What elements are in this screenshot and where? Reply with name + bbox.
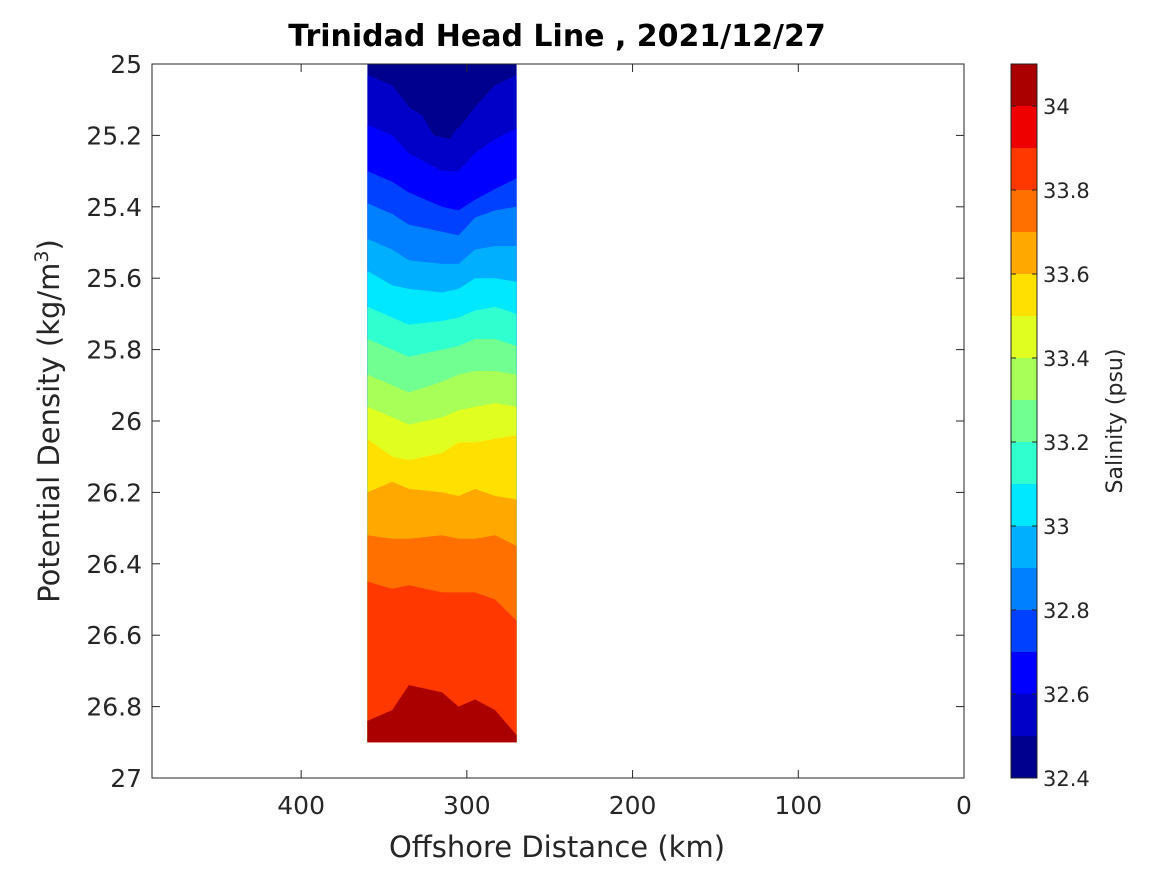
colorbar-swatch <box>1011 610 1037 652</box>
x-tick-label: 0 <box>956 791 972 820</box>
x-tick-label: 300 <box>443 791 491 820</box>
y-tick-label: 25.2 <box>86 121 142 150</box>
y-tick-label: 26.4 <box>86 550 142 579</box>
colorbar-swatch <box>1011 64 1037 106</box>
contour-band-max <box>367 685 517 743</box>
colorbar-label: Salinity (psu) <box>1103 349 1128 494</box>
contour-fill <box>367 64 517 743</box>
x-tick-label: 100 <box>774 791 822 820</box>
y-tick-label: 25.4 <box>86 193 142 222</box>
colorbar-swatches <box>1011 64 1037 778</box>
contour-core-min <box>408 64 474 139</box>
y-axis-label: Potential Density (kg/m3) <box>31 239 66 603</box>
colorbar: 32.4 32.6 32.8 33 33.2 33.4 33.6 33.8 34 <box>1010 63 1090 791</box>
x-tick-label: 200 <box>609 791 657 820</box>
y-tick-label: 26.8 <box>86 693 142 722</box>
colorbar-swatch <box>1011 106 1037 148</box>
y-tick-label: 25 <box>110 50 142 79</box>
colorbar-swatch <box>1011 526 1037 568</box>
axes-background <box>152 64 964 778</box>
colorbar-swatch <box>1011 274 1037 316</box>
colorbar-swatch <box>1011 358 1037 400</box>
y-tick-label: 26.2 <box>86 478 142 507</box>
colorbar-tick-label: 32.6 <box>1043 683 1090 707</box>
chart-title: Trinidad Head Line , 2021/12/27 <box>288 19 825 54</box>
colorbar-swatch <box>1011 442 1037 484</box>
y-axis: 25 25.2 25.4 25.6 25.8 26 26.2 26.4 26.6 26.8 27 <box>86 50 964 793</box>
colorbar-swatch <box>1011 232 1037 274</box>
colorbar-box <box>1010 63 1038 779</box>
y-tick-label: 25.8 <box>86 336 142 365</box>
colorbar-swatch <box>1011 400 1037 442</box>
colorbar-swatch <box>1011 736 1037 778</box>
y-tick-label: 27 <box>110 764 142 793</box>
colorbar-swatch <box>1011 484 1037 526</box>
colorbar-tick-label: 34 <box>1043 95 1070 119</box>
colorbar-tick-label: 32.4 <box>1043 767 1090 791</box>
plot-area: 400 300 200 100 0 25 25.2 25.4 25.6 25.8 26 26.2 26… <box>86 50 972 820</box>
colorbar-swatch <box>1011 694 1037 736</box>
y-tick-label: 25.6 <box>86 264 142 293</box>
y-tick-label: 26 <box>110 407 142 436</box>
colorbar-swatch <box>1011 148 1037 190</box>
colorbar-swatch <box>1011 652 1037 694</box>
colorbar-swatch <box>1011 568 1037 610</box>
colorbar-swatch <box>1011 316 1037 358</box>
colorbar-tick-label: 33.6 <box>1043 263 1090 287</box>
colorbar-tick-label: 33.2 <box>1043 431 1090 455</box>
x-axis: 400 300 200 100 0 <box>277 64 972 820</box>
y-tick-label: 26.6 <box>86 621 142 650</box>
colorbar-tick-label: 32.8 <box>1043 599 1090 623</box>
x-axis-label: Offshore Distance (km) <box>389 830 725 864</box>
x-tick-label: 400 <box>277 791 325 820</box>
colorbar-tick-label: 33 <box>1043 515 1070 539</box>
colorbar-swatch <box>1011 190 1037 232</box>
colorbar-tick-label: 33.8 <box>1043 179 1090 203</box>
colorbar-tick-label: 33.4 <box>1043 347 1090 371</box>
colorbar-ticks: 32.4 32.6 32.8 33 33.2 33.4 33.6 33.8 34 <box>1011 95 1090 791</box>
